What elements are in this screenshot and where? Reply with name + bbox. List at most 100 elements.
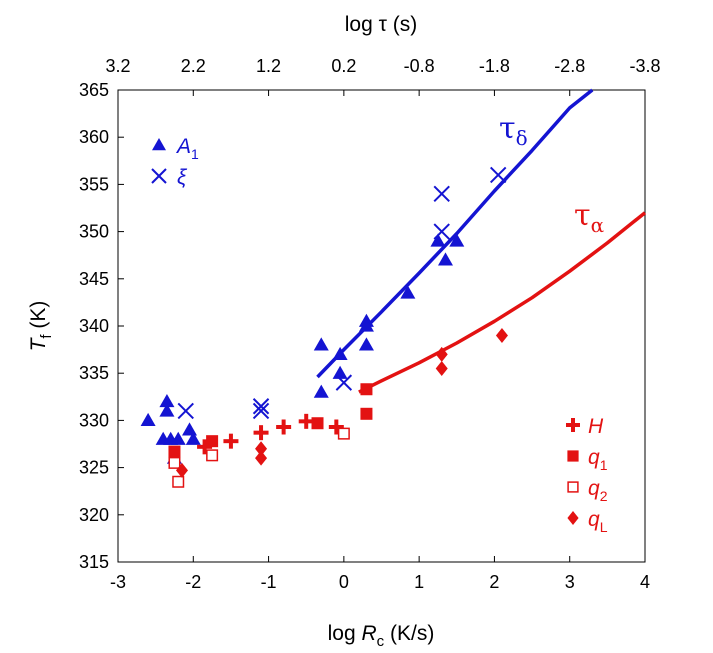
legend-label-main: q (588, 446, 600, 469)
data-point-plus (298, 413, 314, 429)
data-point-x (433, 223, 450, 240)
data-point-square-open (337, 427, 350, 440)
data-point-triangle (358, 337, 374, 351)
data-point-x (252, 398, 270, 415)
legend-label: H (588, 415, 604, 438)
legend-marker-x (151, 168, 167, 184)
curve-0 (316, 88, 594, 379)
legend-label-main: A (175, 135, 191, 158)
data-point-triangle (358, 318, 374, 332)
x-tick-label: 2 (489, 572, 499, 592)
x2-tick-label: -1.8 (479, 56, 510, 76)
curve-label-main: τ (574, 198, 591, 233)
legend-label-sub: 1 (191, 146, 199, 162)
data-point-square-open (172, 475, 185, 488)
data-point-triangle (449, 233, 465, 247)
legend-label: ξ (177, 166, 188, 189)
x-axis-title: log Rc (K/s) (328, 622, 435, 650)
data-point-triangle (140, 412, 156, 427)
fit-curves (316, 88, 647, 394)
data-point-square (360, 407, 373, 420)
data-point-triangle (159, 403, 175, 417)
x2-tick-label: -0.8 (404, 56, 435, 76)
data-point-x (252, 402, 270, 420)
x-tick-label: -1 (261, 572, 277, 592)
x-tick-label: 0 (339, 572, 349, 592)
data-point-triangle (437, 252, 453, 266)
x2-tick-label: 1.2 (256, 56, 281, 76)
data-point-x (489, 166, 507, 184)
data-point-square (311, 417, 324, 430)
data-point-triangle (182, 422, 198, 436)
legend-label-sub: 2 (600, 488, 608, 504)
data-point-square (360, 383, 373, 396)
data-point-x (177, 402, 194, 420)
legend-marker-square (567, 450, 579, 462)
y-tick-label: 355 (79, 174, 109, 194)
data-point-square-open (168, 456, 181, 469)
y-tick-label: 345 (79, 269, 109, 289)
y-axis-title: Tf (K) (27, 301, 55, 352)
y-tick-label: 325 (79, 458, 109, 478)
x-tick-label: 4 (640, 572, 650, 592)
curve-1 (358, 211, 647, 394)
curve-label-sub: δ (516, 126, 528, 150)
y-tick-label: 365 (79, 80, 109, 100)
y-tick-label: 360 (79, 127, 109, 147)
data-point-triangle (332, 365, 348, 379)
curve-label-sub: α (591, 213, 605, 237)
legend-label: q1 (588, 446, 608, 473)
data-point-square (168, 445, 181, 458)
legend-marker-diamond (567, 511, 579, 525)
x2-tick-label: 2.2 (181, 56, 206, 76)
curve-label: τδ (499, 111, 528, 150)
y-tick-label: 330 (79, 410, 109, 430)
data-point-triangle (313, 384, 329, 398)
data-point-x (433, 185, 450, 203)
x2-tick-label: 0.2 (331, 56, 356, 76)
legend-label-sub: 1 (600, 457, 608, 473)
legend-marker-plus (566, 418, 580, 432)
y-tick-label: 320 (79, 505, 109, 525)
legend-label-main: ξ (177, 166, 188, 189)
x2-axis-title: log τ (s) (345, 13, 417, 36)
data-point-plus (223, 433, 239, 449)
data-point-plus (328, 419, 344, 435)
data-point-diamond (175, 462, 188, 478)
axis-titles: log Rc (K/s) log τ (s) Tf (K) (27, 13, 434, 650)
data-point-triangle (159, 394, 175, 408)
legend-marker-square-open (567, 481, 579, 493)
x-tick-label: 1 (414, 572, 424, 592)
data-point-triangle (332, 346, 348, 360)
data-point-square-open (206, 449, 219, 462)
y-tick-label: 315 (79, 552, 109, 572)
x2-tick-label: 3.2 (105, 56, 130, 76)
curve-label-main: τ (499, 111, 516, 146)
legend-label: q2 (588, 477, 608, 504)
data-point-triangle (430, 233, 446, 247)
legend-marker-triangle (152, 138, 166, 151)
x-tick-label: -3 (110, 572, 126, 592)
legend-label-main: q (588, 508, 600, 531)
y-tick-label: 335 (79, 363, 109, 383)
data-point-diamond (255, 450, 268, 466)
legend-label-main: q (588, 477, 600, 500)
data-markers (140, 166, 508, 488)
x2-tick-label: -3.8 (629, 56, 660, 76)
data-point-triangle (170, 431, 186, 445)
data-point-plus (253, 425, 269, 441)
data-point-triangle (313, 337, 329, 351)
data-point-x (335, 374, 353, 391)
data-point-triangle (400, 285, 416, 299)
data-point-square (206, 435, 219, 448)
legend-label: qL (588, 508, 608, 535)
curve-label: τα (574, 198, 604, 237)
data-point-diamond (255, 441, 268, 457)
x-tick-label: -2 (185, 572, 201, 592)
data-point-diamond (435, 346, 448, 362)
x2-tick-label: -2.8 (554, 56, 585, 76)
data-point-plus (276, 419, 292, 435)
